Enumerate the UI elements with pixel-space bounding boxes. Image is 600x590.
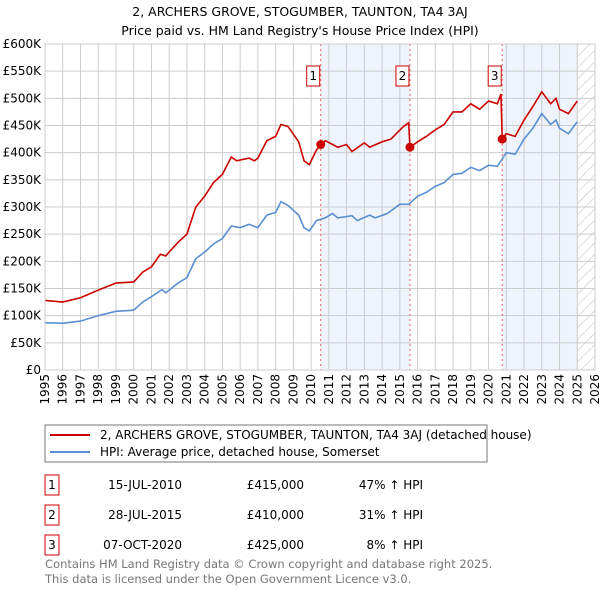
x-tick-label: 2019 <box>464 374 478 405</box>
x-tick-label: 2014 <box>375 374 389 405</box>
x-tick-label: 2000 <box>127 374 141 405</box>
x-tick-label: 2008 <box>269 374 283 405</box>
y-tick-label: £550K <box>3 64 43 78</box>
sale-marker-label: 3 <box>491 69 499 83</box>
sale-row-number: 2 <box>48 508 56 522</box>
footer-line-1: Contains HM Land Registry data © Crown c… <box>45 557 492 571</box>
x-tick-label: 1999 <box>109 374 123 405</box>
x-tick-label: 1998 <box>91 374 105 405</box>
sale-marker-badge <box>306 65 321 87</box>
sale-row-date: 15-JUL-2010 <box>108 478 182 492</box>
sale-row-price: £410,000 <box>247 508 304 522</box>
chart-subtitle: Price paid vs. HM Land Registry's House … <box>121 23 478 38</box>
x-tick-label: 2022 <box>517 374 531 405</box>
sale-row-hpi: 47% ↑ HPI <box>359 478 423 492</box>
sale-row-badge <box>44 534 60 556</box>
sale-row-number: 1 <box>48 478 56 492</box>
plot-border <box>44 43 596 371</box>
y-tick-label: £500K <box>3 91 43 105</box>
sale-row-number: 3 <box>48 538 56 552</box>
x-tick-label: 2015 <box>393 374 407 405</box>
y-tick-label: £0 <box>26 363 41 377</box>
x-tick-label: 2024 <box>553 374 567 405</box>
x-tick-label: 2009 <box>286 374 300 405</box>
sale-row-hpi: 31% ↑ HPI <box>359 508 423 522</box>
x-tick-label: 2023 <box>535 374 549 405</box>
y-tick-label: £400K <box>3 146 43 160</box>
sale-point <box>497 134 507 144</box>
y-tick-label: £450K <box>3 119 43 133</box>
sale-row-badge <box>44 474 60 496</box>
x-tick-label: 2013 <box>357 374 371 405</box>
hpi-line <box>44 112 578 325</box>
x-tick-label: 2011 <box>322 374 336 405</box>
sale-row-price: £415,000 <box>247 478 304 492</box>
x-tick-label: 2002 <box>162 374 176 405</box>
sale-marker-label: 2 <box>399 69 407 83</box>
x-tick-label: 2020 <box>482 374 496 405</box>
footer-line-2: This data is licensed under the Open Gov… <box>44 572 411 586</box>
legend-label-property: 2, ARCHERS GROVE, STOGUMBER, TAUNTON, TA… <box>100 428 532 442</box>
sale-row-price: £425,000 <box>247 538 304 552</box>
x-tick-label: 2004 <box>198 374 212 405</box>
sale-point <box>316 140 326 150</box>
x-tick-label: 2006 <box>233 374 247 405</box>
legend-label-hpi: HPI: Average price, detached house, Some… <box>100 445 380 459</box>
x-tick-label: 2021 <box>499 374 513 405</box>
x-tick-label: 2007 <box>251 374 265 405</box>
sale-marker-badge <box>487 65 502 87</box>
x-tick-label: 2001 <box>144 374 158 405</box>
sale-marker-badge <box>395 65 410 87</box>
sale-marker-label: 1 <box>309 69 317 83</box>
y-tick-label: £150K <box>3 282 43 296</box>
sale-row-date: 28-JUL-2015 <box>108 508 182 522</box>
x-tick-label: 2026 <box>588 374 600 405</box>
sale-row-date: 07-OCT-2020 <box>103 538 182 552</box>
x-tick-label: 2003 <box>180 374 194 405</box>
x-tick-label: 1995 <box>38 374 52 405</box>
y-tick-label: £50K <box>10 336 42 350</box>
property-price-line <box>44 90 578 303</box>
sale-row: 3 07-OCT-2020 £425,000 8% ↑ HPI <box>44 534 423 556</box>
x-tick-label: 2017 <box>428 374 442 405</box>
y-tick-label: £300K <box>3 200 43 214</box>
sale-row-badge <box>44 504 60 526</box>
sale-row: 1 15-JUL-2010 £415,000 47% ↑ HPI <box>44 474 423 496</box>
x-tick-label: 2005 <box>215 374 229 405</box>
y-tick-label: £350K <box>3 173 43 187</box>
y-tick-label: £600K <box>3 37 43 51</box>
sale-row: 2 28-JUL-2015 £410,000 31% ↑ HPI <box>44 504 423 526</box>
x-tick-label: 1997 <box>73 374 87 405</box>
legend <box>44 424 488 463</box>
sale-row-hpi: 8% ↑ HPI <box>366 538 423 552</box>
chart-title: 2, ARCHERS GROVE, STOGUMBER, TAUNTON, TA… <box>132 4 467 19</box>
y-tick-label: £200K <box>3 254 43 268</box>
x-tick-label: 1996 <box>56 374 70 405</box>
x-tick-label: 2025 <box>570 374 584 405</box>
y-tick-label: £100K <box>3 309 43 323</box>
x-tick-label: 2018 <box>446 374 460 405</box>
x-tick-label: 2010 <box>304 374 318 405</box>
x-tick-label: 2016 <box>411 374 425 405</box>
sale-point <box>405 142 415 152</box>
y-tick-label: £250K <box>3 227 43 241</box>
x-tick-label: 2012 <box>340 374 354 405</box>
